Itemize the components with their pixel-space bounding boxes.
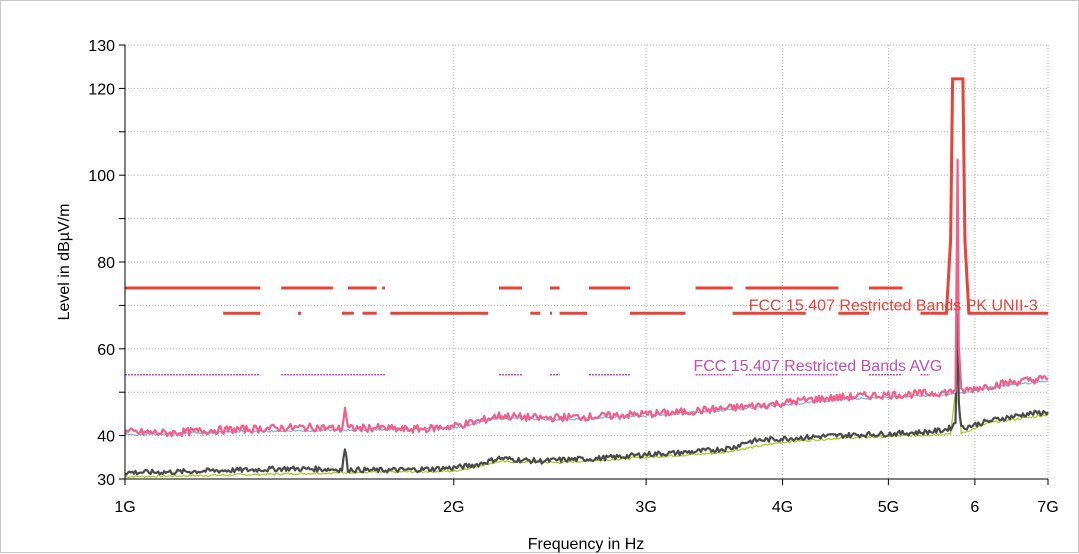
x-axis-title: Frequency in Hz xyxy=(528,536,645,553)
x-tick-label: 6 xyxy=(970,499,979,516)
y-tick-label: 130 xyxy=(88,38,115,55)
y-tick-label: 40 xyxy=(97,429,115,446)
y-tick-label: 30 xyxy=(97,472,115,489)
annotations: FCC 15.407 Restricted Bands PK UNII-3 FCC… xyxy=(693,297,1037,375)
measurement-trace xyxy=(124,313,1049,476)
measurement-trace xyxy=(124,158,1049,438)
y-tick-label: 80 xyxy=(97,255,115,272)
y-axis-title: Level in dBµV/m xyxy=(56,204,73,321)
series-layer xyxy=(124,77,1049,479)
x-tick-label: 4G xyxy=(772,499,793,516)
pk-limit-segment xyxy=(930,77,1048,315)
y-tick-label: 60 xyxy=(97,342,115,359)
y-tick-label: 120 xyxy=(88,81,115,98)
limit-label: FCC 15.407 Restricted Bands PK UNII-3 xyxy=(749,297,1038,314)
x-tick-label: 1G xyxy=(114,499,135,516)
y-tick-label: 100 xyxy=(88,168,115,185)
axes: 30 40 60 80 100 120 130 1G 2G 3G 4G 5G 6 7G xyxy=(88,38,1058,516)
limit-label: FCC 15.407 Restricted Bands AVG xyxy=(693,358,942,375)
x-tick-label: 7G xyxy=(1037,499,1058,516)
x-tick-label: 5G xyxy=(878,499,899,516)
x-tick-label: 3G xyxy=(635,499,656,516)
x-tick-label: 2G xyxy=(443,499,464,516)
